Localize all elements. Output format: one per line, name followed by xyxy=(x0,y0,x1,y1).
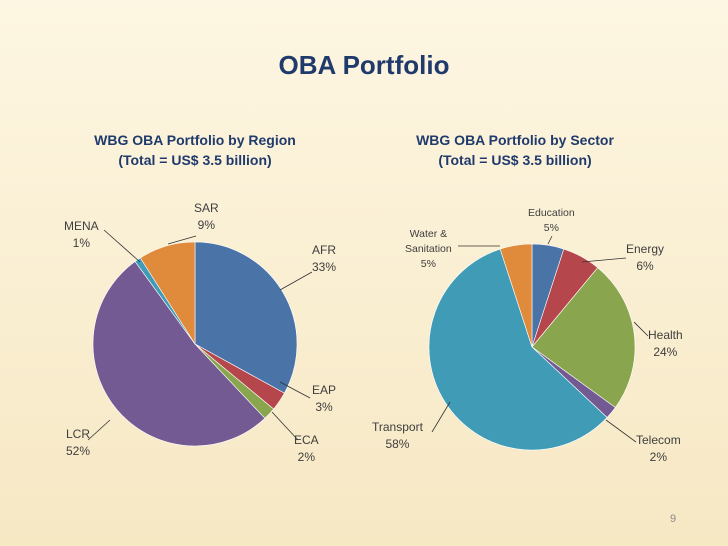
sector-chart-title-line1: WBG OBA Portfolio by Sector xyxy=(416,132,614,148)
slide-title: OBA Portfolio xyxy=(278,50,450,80)
sector-leader-health xyxy=(633,321,649,337)
page-number: 9 xyxy=(670,513,677,525)
region-label-mena: MENA 1% xyxy=(64,219,99,250)
sector-label-health: Health 24% xyxy=(648,328,683,359)
sector-label-telecom: Telecom 2% xyxy=(636,433,681,464)
region-leader-eca xyxy=(271,411,299,441)
region-slice-sar xyxy=(139,241,196,346)
sector-leader-transport xyxy=(431,401,451,433)
leader-lines xyxy=(87,229,649,443)
region-label-lcr: LCR 52% xyxy=(66,427,91,458)
region-leader-lcr xyxy=(87,419,111,441)
region-leader-eap xyxy=(279,381,311,399)
region-slice-lcr xyxy=(92,261,266,447)
sector-slice-water-sanitation xyxy=(499,243,533,348)
region-chart-title-line1: WBG OBA Portfolio by Region xyxy=(94,132,296,148)
region-chart-title: WBG OBA Portfolio by Region (Total = US$… xyxy=(60,130,330,170)
region-slice-afr xyxy=(194,241,298,394)
sector-leader-energy xyxy=(581,257,627,263)
sector-slice-health xyxy=(531,267,636,408)
sector-chart-title: WBG OBA Portfolio by Sector (Total = US$… xyxy=(380,130,650,170)
sector-pie xyxy=(428,243,636,451)
sector-label-transport: Transport 58% xyxy=(372,420,423,451)
sector-leader-telecom xyxy=(605,419,637,443)
region-label-eap: EAP 3% xyxy=(312,383,337,414)
region-leader-afr xyxy=(279,271,313,291)
region-pie xyxy=(92,241,298,447)
sector-label-energy: Energy 6% xyxy=(626,242,665,273)
sector-slice-transport xyxy=(428,248,608,451)
region-leader-sar xyxy=(167,235,197,245)
region-leader-mena xyxy=(103,229,141,263)
sector-label-education: Education 5% xyxy=(528,207,575,234)
region-chart-title-line2: (Total = US$ 3.5 billion) xyxy=(118,152,272,168)
region-label-sar: SAR 9% xyxy=(194,201,219,232)
sector-label-water-sanitation: Water & Sanitation 5% xyxy=(405,228,452,270)
region-label-afr: AFR 33% xyxy=(312,243,337,274)
region-label-eca: ECA 2% xyxy=(294,433,319,464)
sector-chart-title-line2: (Total = US$ 3.5 billion) xyxy=(438,152,592,168)
sector-leader-education xyxy=(547,235,553,245)
